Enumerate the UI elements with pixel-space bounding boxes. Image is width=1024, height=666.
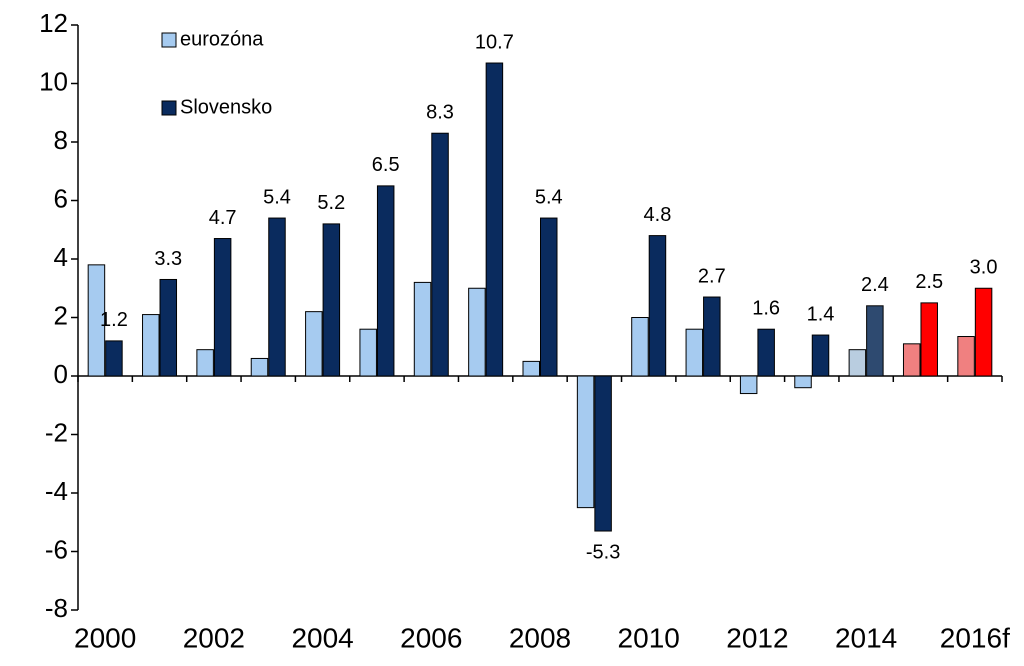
bar [87, 264, 106, 377]
bar [159, 278, 178, 377]
bar [196, 349, 214, 377]
bar [811, 334, 830, 377]
bar [142, 314, 160, 377]
y-tick-label: -4 [45, 476, 68, 506]
bar [540, 217, 558, 377]
bar [213, 238, 232, 377]
y-tick-label: 10 [39, 66, 68, 96]
x-tick-label: 2010 [618, 622, 680, 653]
data-label: 1.6 [752, 297, 780, 319]
bar [522, 360, 540, 377]
x-tick-label: 2000 [74, 622, 136, 653]
bar [322, 223, 341, 377]
bar [359, 328, 377, 377]
x-tick-label: 2016f [940, 622, 1010, 653]
legend-swatch [161, 100, 177, 116]
bar [848, 349, 867, 377]
bar [576, 375, 595, 509]
bar [305, 311, 323, 377]
data-label: 4.7 [209, 207, 237, 229]
data-label: 3.0 [970, 257, 998, 279]
x-tick-label: 2004 [291, 622, 353, 653]
legend-label: Slovensko [180, 96, 272, 118]
bar [757, 328, 775, 377]
bar [485, 62, 504, 377]
y-tick-label: -2 [45, 417, 68, 447]
y-tick-label: 6 [54, 183, 68, 213]
bar [431, 132, 449, 377]
bar [105, 340, 123, 377]
y-tick-label: 4 [54, 242, 68, 272]
bar [376, 185, 395, 377]
data-label: 4.8 [644, 204, 672, 226]
bar [703, 296, 721, 377]
data-label: 5.4 [263, 186, 291, 208]
x-tick-label: 2012 [726, 622, 788, 653]
y-tick-label: 0 [54, 359, 68, 389]
data-label: 2.4 [861, 274, 889, 296]
data-label: 6.5 [372, 154, 400, 176]
bar [739, 375, 758, 395]
bar [685, 328, 704, 377]
data-label: 5.4 [535, 186, 563, 208]
data-label: 8.3 [426, 102, 454, 124]
y-tick-label: -6 [45, 534, 68, 564]
bar [250, 357, 269, 377]
bar [648, 235, 667, 377]
y-tick-label: -8 [45, 593, 68, 623]
legend-label: eurozóna [180, 28, 264, 50]
bar [794, 375, 812, 389]
data-label: 5.2 [317, 192, 345, 214]
data-label: 3.3 [154, 248, 182, 270]
data-label: 1.2 [100, 309, 128, 331]
data-label: 10.7 [475, 31, 514, 53]
bar [268, 217, 286, 377]
legend-swatch [161, 32, 177, 48]
bar [594, 375, 612, 532]
bar [866, 305, 884, 377]
x-tick-label: 2002 [183, 622, 245, 653]
data-label: 1.4 [807, 303, 835, 325]
bar [974, 287, 993, 377]
bar [920, 302, 938, 377]
x-tick-label: 2014 [835, 622, 897, 653]
y-tick-label: 12 [39, 8, 68, 38]
x-tick-label: 2006 [400, 622, 462, 653]
data-label: 2.7 [698, 265, 726, 287]
data-label: 2.5 [915, 271, 943, 293]
bar [957, 336, 975, 377]
data-label: -5.3 [586, 541, 620, 563]
y-tick-label: 2 [54, 300, 68, 330]
y-tick-label: 8 [54, 125, 68, 155]
bar [902, 343, 921, 377]
bar [413, 281, 432, 377]
bar [468, 287, 486, 377]
x-tick-label: 2008 [509, 622, 571, 653]
bar [631, 317, 649, 377]
